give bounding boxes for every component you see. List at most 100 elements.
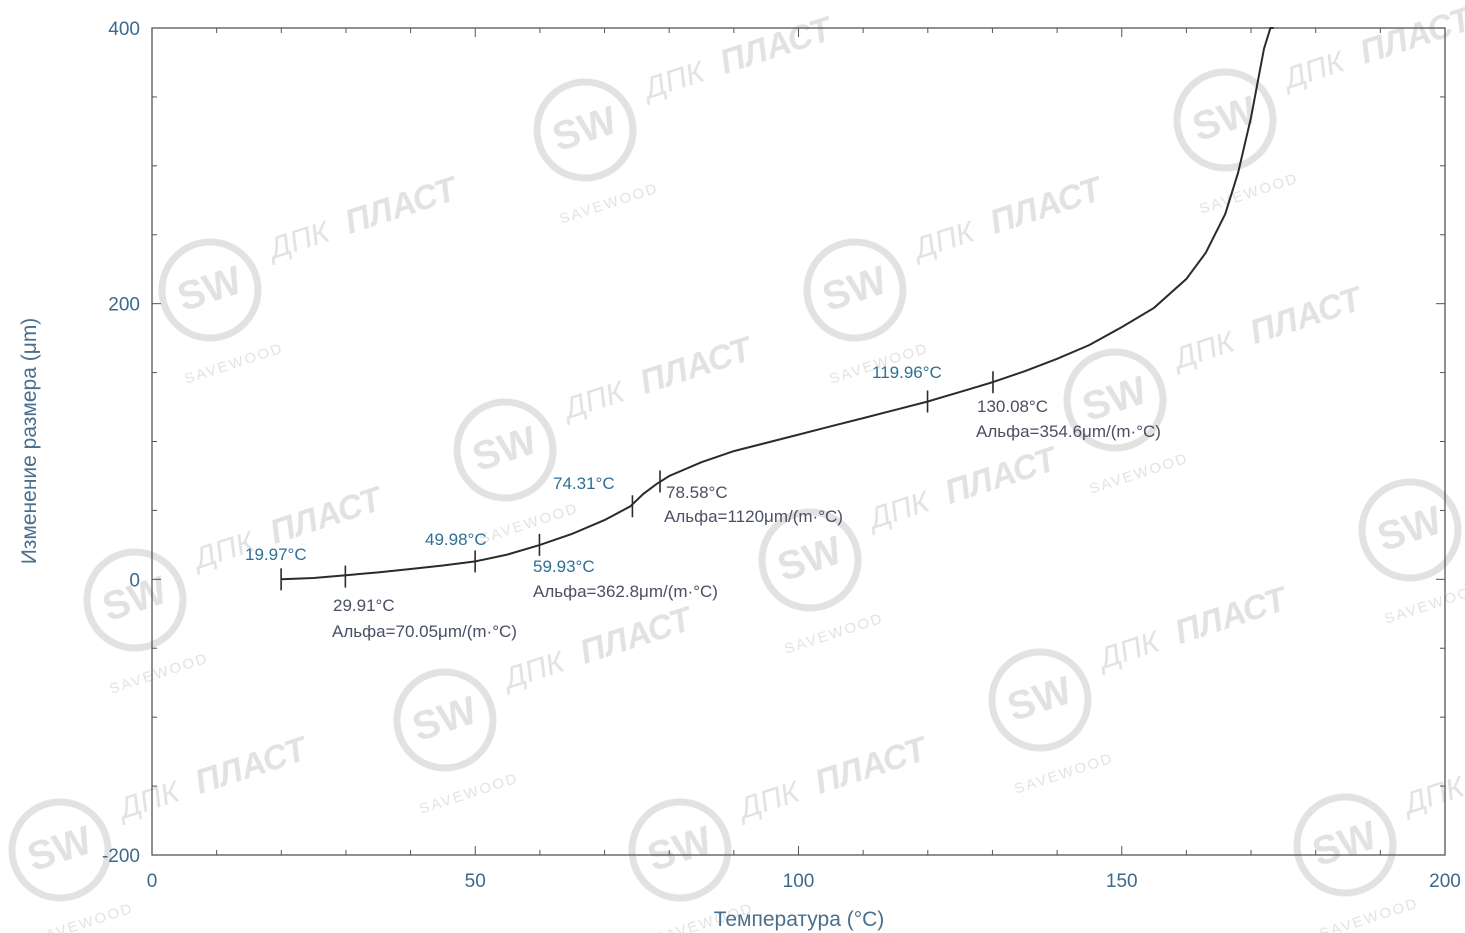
watermark-brand-c: SAVEWOOD <box>1087 450 1190 498</box>
temperature-label: 130.08°C <box>977 397 1048 416</box>
x-tick-label: 200 <box>1429 871 1461 892</box>
temperature-label: 29.91°C <box>333 596 395 615</box>
watermark-brand-a: ДПК <box>498 645 571 697</box>
watermark-brand-a: ДПК <box>1398 770 1465 822</box>
x-tick-label: 50 <box>465 871 486 892</box>
watermark-brand-a: ДПК <box>638 55 711 107</box>
watermark-brand-b: ПЛАСТ <box>635 329 759 402</box>
watermark-brand-c: SAVEWOOD <box>182 340 285 388</box>
watermark-brand-b: ПЛАСТ <box>985 169 1109 242</box>
watermark-brand-a: ДПК <box>733 775 806 827</box>
watermark-brand-c: SAVEWOOD <box>557 180 660 228</box>
watermark-logo-letters: SW <box>817 258 892 320</box>
watermark-brand-a: ДПК <box>908 215 981 267</box>
watermark-brand-b: ПЛАСТ <box>1245 279 1369 352</box>
watermark-logo-ring <box>453 398 557 502</box>
alpha-label: Альфа=1120μm/(m·°C) <box>664 507 843 526</box>
watermark-logo-letters: SW <box>1307 813 1382 875</box>
watermark-brand-a: ДПК <box>558 375 631 427</box>
watermark-brand-a: ДПК <box>113 775 186 827</box>
watermark-logo-letters: SW <box>467 418 542 480</box>
watermark-logo-letters: SW <box>1077 368 1152 430</box>
watermark-logo-letters: SW <box>642 818 717 880</box>
alpha-label: Альфа=354.6μm/(m·°C) <box>976 422 1161 441</box>
plot-border <box>151 27 1446 856</box>
watermark-brand-c: SAVEWOOD <box>107 650 210 698</box>
watermark-brand-c: SAVEWOOD <box>32 900 135 933</box>
watermark-logo-ring <box>803 238 907 342</box>
watermark-logo-ring <box>83 548 187 652</box>
watermark-logo-ring <box>158 238 262 342</box>
watermark-logo-ring <box>1293 793 1397 897</box>
watermark-logo-ring <box>393 668 497 772</box>
watermark-brand-c: SAVEWOOD <box>782 610 885 658</box>
temperature-label: 19.97°C <box>245 545 307 564</box>
watermark-brand-a: ДПК <box>1278 45 1351 97</box>
x-tick-label: 0 <box>147 871 158 892</box>
alpha-label: Альфа=362.8μm/(m·°C) <box>533 582 718 601</box>
watermark-brand-c: SAVEWOOD <box>1197 170 1300 218</box>
temperature-label: 78.58°C <box>666 483 728 502</box>
temperature-label: 74.31°C <box>553 474 615 493</box>
watermark-logo-ring <box>758 508 862 612</box>
watermark-logo-ring <box>8 798 112 902</box>
watermark-brand-b: ПЛАСТ <box>265 479 389 552</box>
watermark-logo-letters: SW <box>22 818 97 880</box>
y-tick-label: 200 <box>108 295 140 316</box>
watermark-logo-ring <box>628 798 732 902</box>
series-line <box>281 27 1274 581</box>
y-tick-label: 0 <box>129 570 140 591</box>
watermark-logo-letters: SW <box>172 258 247 320</box>
watermark-brand-a: ДПК <box>863 485 936 537</box>
curve-layer <box>281 27 1274 581</box>
watermark-brand-c: SAVEWOOD <box>477 500 580 548</box>
watermark-brand-a: ДПК <box>1093 625 1166 677</box>
marker-layer <box>280 371 994 591</box>
plot-frame <box>151 27 1446 856</box>
y-tick-label: 400 <box>108 19 140 40</box>
watermark-logo-letters: SW <box>1372 498 1447 560</box>
watermark-brand-b: ПЛАСТ <box>940 439 1064 512</box>
label-layer: 19.97°C 29.91°C 49.98°C 59.93°C 74.31°C 78.58… <box>245 363 1161 641</box>
watermark-brand-b: ПЛАСТ <box>1355 0 1465 72</box>
watermark-brand-b: ПЛАСТ <box>715 9 839 82</box>
watermark-brand-b: ПЛАСТ <box>1170 579 1294 652</box>
temperature-label: 119.96°C <box>872 363 942 382</box>
watermark-brand-c: SAVEWOOD <box>1382 580 1465 628</box>
alpha-label: Альфа=70.05μm/(m·°C) <box>332 622 517 641</box>
x-tick-label: 150 <box>1106 871 1138 892</box>
watermark-logo-ring <box>988 648 1092 752</box>
y-axis-title: Изменение размера (μm) <box>18 318 41 565</box>
watermark-logo-letters: SW <box>1002 668 1077 730</box>
temperature-label: 59.93°C <box>533 557 595 576</box>
watermark-logo-letters: SW <box>772 528 847 590</box>
watermark-logo-ring <box>1063 348 1167 452</box>
x-tick-label: 100 <box>783 871 815 892</box>
watermark-brand-a: ДПК <box>263 215 336 267</box>
watermark-logo-ring <box>533 78 637 182</box>
watermark-brand-b: ПЛАСТ <box>190 729 314 802</box>
watermark-brand-a: ДПК <box>1168 325 1241 377</box>
watermark-brand-c: SAVEWOOD <box>417 770 520 818</box>
y-tick-label: -200 <box>102 846 140 867</box>
temperature-label: 49.98°C <box>425 530 487 549</box>
watermark-logo-letters: SW <box>547 98 622 160</box>
watermark-brand-b: ПЛАСТ <box>340 169 464 242</box>
watermark-brand-c: SAVEWOOD <box>1012 750 1115 798</box>
watermark-logo-ring <box>1358 478 1462 582</box>
watermark-brand-b: ПЛАСТ <box>575 599 699 672</box>
ticks-layer: 0 50 100 150 200 -200 0 200 400 <box>102 19 1461 892</box>
